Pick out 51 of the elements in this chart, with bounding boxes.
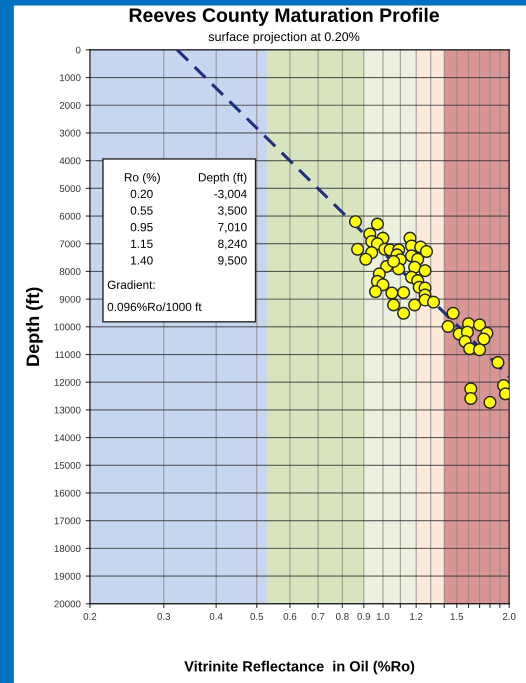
annotation: 3,500 <box>218 206 247 216</box>
annotation: 0.20 <box>130 190 153 198</box>
y-tick-label: 2000 <box>60 102 81 109</box>
y-tick-label: 18000 <box>54 545 81 552</box>
annotation: 1.15 <box>131 240 153 248</box>
y-tick-label: 4000 <box>60 157 81 164</box>
x-tick-label: 1.0 <box>376 613 390 620</box>
y-tick-label: 16000 <box>54 490 81 497</box>
x-axis-title: Vitrinite Reflectance in Oil (%Ro) <box>184 660 414 674</box>
y-tick-label: 9000 <box>60 296 81 303</box>
x-tick-label: 0.4 <box>210 613 223 620</box>
x-tick-label: 0.2 <box>84 613 96 620</box>
x-tick-label: 2.0 <box>502 613 516 620</box>
annotation: Gradient: <box>108 280 155 289</box>
x-tick-label: 1.2 <box>410 613 422 620</box>
annotation: 0.096%Ro/1000 ft <box>108 302 202 312</box>
y-tick-label: 7000 <box>60 240 81 248</box>
x-tick-label: 0.8 <box>336 613 349 620</box>
x-tick-label: 0.3 <box>157 613 170 620</box>
y-tick-label: 20000 <box>54 600 81 608</box>
x-tick-label: 0.7 <box>312 613 324 620</box>
x-tick-label: 0.6 <box>284 613 296 620</box>
y-axis-title: Depth (ft) <box>26 288 43 366</box>
y-tick-label: 1000 <box>60 74 81 82</box>
y-tick-label: 10000 <box>54 324 81 330</box>
x-tick-label: 1.5 <box>450 613 464 620</box>
chart-title: Reeves County Maturation Profile <box>130 8 439 26</box>
x-tick-label: 0.5 <box>250 613 264 620</box>
y-tick-label: 5000 <box>60 185 81 192</box>
y-tick-label: 12000 <box>54 378 81 386</box>
annotation: 7,010 <box>218 222 247 233</box>
chart-subtitle: surface projection at 0.20% <box>208 32 360 44</box>
y-tick-label: 17000 <box>54 517 81 524</box>
y-tick-label: 15000 <box>54 462 81 469</box>
annotation: 0.55 <box>130 206 153 215</box>
annotation: 1.40 <box>131 256 153 265</box>
y-tick-label: 14000 <box>54 434 81 442</box>
annotation: 9,500 <box>218 256 247 266</box>
y-tick-label: 3000 <box>60 130 81 137</box>
y-tick-label: 0 <box>76 46 81 54</box>
annotation: Depth (ft) <box>198 172 246 184</box>
y-tick-label: 11000 <box>55 351 81 358</box>
annotation: 0.95 <box>130 222 153 232</box>
y-tick-label: 19000 <box>54 572 81 580</box>
y-tick-label: 13000 <box>54 406 81 414</box>
annotation: 8,240 <box>218 240 247 250</box>
y-tick-label: 8000 <box>60 268 81 276</box>
x-tick-label: 0.9 <box>357 613 370 620</box>
y-tick-label: 6000 <box>60 212 81 220</box>
annotation: -3,004 <box>214 190 247 200</box>
annotation: Ro (%) <box>124 172 160 184</box>
